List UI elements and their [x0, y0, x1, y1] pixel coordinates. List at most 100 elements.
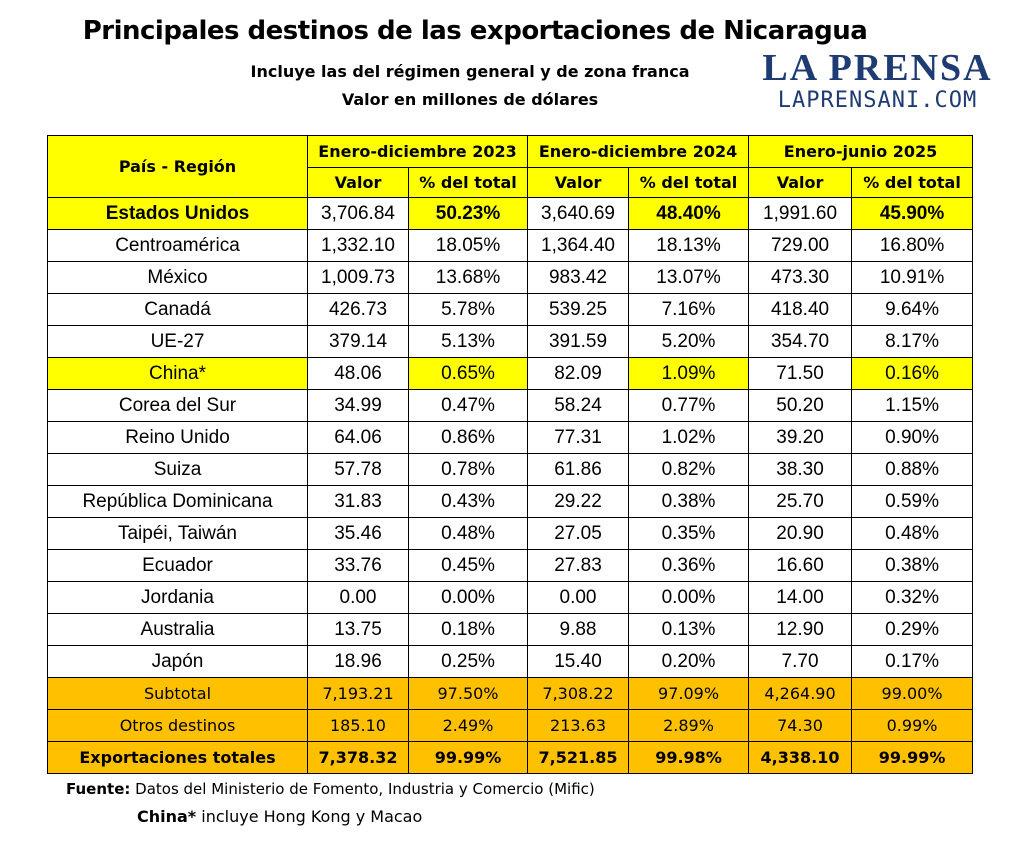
note-label: China*	[137, 807, 197, 826]
cell: 7,308.22	[527, 677, 630, 710]
cell: 0.48%	[851, 517, 974, 550]
cell: 0.38%	[851, 549, 974, 582]
header-row: País - Región Enero-diciembre 2023 Enero-d…	[47, 135, 974, 198]
cell: 2.89%	[628, 709, 750, 742]
cell: 50.20	[748, 389, 853, 422]
table-row: Corea del Sur 34.99 0.47% 58.24 0.77% 50.20 1.…	[47, 389, 974, 422]
cell: 33.76	[307, 549, 409, 582]
cell: 0.32%	[851, 581, 974, 614]
cell: 0.88%	[851, 453, 974, 486]
column-header: % del total	[851, 167, 974, 198]
cell: 61.86	[527, 453, 630, 486]
cell: 1.09%	[628, 357, 750, 390]
cell: 15.40	[527, 645, 630, 678]
row-label: Exportaciones totales	[47, 741, 308, 774]
cell: 0.43%	[407, 485, 529, 518]
cell: 5.20%	[628, 325, 750, 358]
table-row: Australia 13.75 0.18% 9.88 0.13% 12.90 0.29%	[47, 613, 974, 646]
cell: 0.29%	[851, 613, 974, 646]
subtitle: Incluye las del régimen general y de zon…	[250, 62, 690, 81]
cell: 729.00	[748, 229, 853, 262]
cell: 4,338.10	[748, 741, 853, 774]
cell: 418.40	[748, 293, 853, 326]
cell: 0.25%	[407, 645, 529, 678]
cell: 5.13%	[407, 325, 529, 358]
cell: 27.83	[527, 549, 630, 582]
table-row: Estados Unidos 3,706.84 50.23% 3,640.69 48.4…	[47, 197, 974, 230]
cell: 3,640.69	[527, 197, 630, 230]
cell: 0.00%	[628, 581, 750, 614]
cell: 71.50	[748, 357, 853, 390]
cell: 5.78%	[407, 293, 529, 326]
note-label: Fuente:	[66, 780, 131, 798]
logo-name: LA PRENSA	[762, 47, 993, 89]
header-cell: País - Región	[47, 135, 308, 198]
cell: 7,378.32	[307, 741, 409, 774]
cell: 97.50%	[407, 677, 529, 710]
column-header: % del total	[407, 167, 529, 198]
note-text: incluye Hong Kong y Macao	[201, 807, 423, 826]
cell: 45.90%	[851, 197, 974, 230]
cell: 0.90%	[851, 421, 974, 454]
cell: 0.86%	[407, 421, 529, 454]
cell: 0.59%	[851, 485, 974, 518]
row-label: República Dominicana	[47, 485, 308, 518]
row-label: Jordania	[47, 581, 308, 614]
cell: 25.70	[748, 485, 853, 518]
cell: 13.07%	[628, 261, 750, 294]
cell: 1.15%	[851, 389, 974, 422]
table-row: Canadá 426.73 5.78% 539.25 7.16% 418.40 9.64%	[47, 293, 974, 326]
cell: 77.31	[527, 421, 630, 454]
table: País - Región Enero-diciembre 2023 Enero-d…	[47, 135, 974, 774]
table-row: Subtotal 7,193.21 97.50% 7,308.22 97.09% 4,26…	[47, 677, 974, 710]
cell: 1,991.60	[748, 197, 853, 230]
cell: 9.64%	[851, 293, 974, 326]
cell: 13.68%	[407, 261, 529, 294]
cell: 0.36%	[628, 549, 750, 582]
group-header: Enero-diciembre 2023	[306, 135, 529, 168]
table-row: Exportaciones totales 7,378.32 99.99% 7,521…	[47, 741, 974, 774]
cell: 64.06	[307, 421, 409, 454]
row-label: México	[47, 261, 308, 294]
row-label: Ecuador	[47, 549, 308, 582]
cell: 0.48%	[407, 517, 529, 550]
cell: 0.20%	[628, 645, 750, 678]
table-row: Japón 18.96 0.25% 15.40 0.20% 7.70 0.17%	[47, 645, 974, 678]
cell: 39.20	[748, 421, 853, 454]
table-row: México 1,009.73 13.68% 983.42 13.07% 473.30 10…	[47, 261, 974, 294]
table-row: Otros destinos 185.10 2.49% 213.63 2.89% 74.3…	[47, 709, 974, 742]
cell: 0.38%	[628, 485, 750, 518]
table-row: China* 48.06 0.65% 82.09 1.09% 71.50 0.16%	[47, 357, 974, 390]
cell: 13.75	[307, 613, 409, 646]
cell: 57.78	[307, 453, 409, 486]
cell: 0.17%	[851, 645, 974, 678]
logo-url: LAPRENSANI.COM	[777, 88, 978, 113]
cell: 1.02%	[628, 421, 750, 454]
row-label: Corea del Sur	[47, 389, 308, 422]
cell: 34.99	[307, 389, 409, 422]
row-label: UE-27	[47, 325, 308, 358]
cell: 35.46	[307, 517, 409, 550]
cell: 50.23%	[407, 197, 529, 230]
cell: 48.40%	[628, 197, 750, 230]
cell: 0.99%	[851, 709, 974, 742]
group-header: Enero-junio 2025	[748, 135, 974, 168]
cell: 10.91%	[851, 261, 974, 294]
group-header: Enero-diciembre 2024	[527, 135, 750, 168]
cell: 539.25	[527, 293, 630, 326]
cell: 0.00	[527, 581, 630, 614]
cell: 58.24	[527, 389, 630, 422]
note-text: Datos del Ministerio de Fomento, Industr…	[135, 780, 595, 798]
cell: 0.16%	[851, 357, 974, 390]
cell: 99.98%	[628, 741, 750, 774]
cell: 0.13%	[628, 613, 750, 646]
cell: 0.77%	[628, 389, 750, 422]
cell: 0.82%	[628, 453, 750, 486]
cell: 20.90	[748, 517, 853, 550]
cell: 16.60	[748, 549, 853, 582]
cell: 379.14	[307, 325, 409, 358]
table-row: Ecuador 33.76 0.45% 27.83 0.36% 16.60 0.38%	[47, 549, 974, 582]
cell: 7.70	[748, 645, 853, 678]
cell: 185.10	[307, 709, 409, 742]
cell: 7,193.21	[307, 677, 409, 710]
